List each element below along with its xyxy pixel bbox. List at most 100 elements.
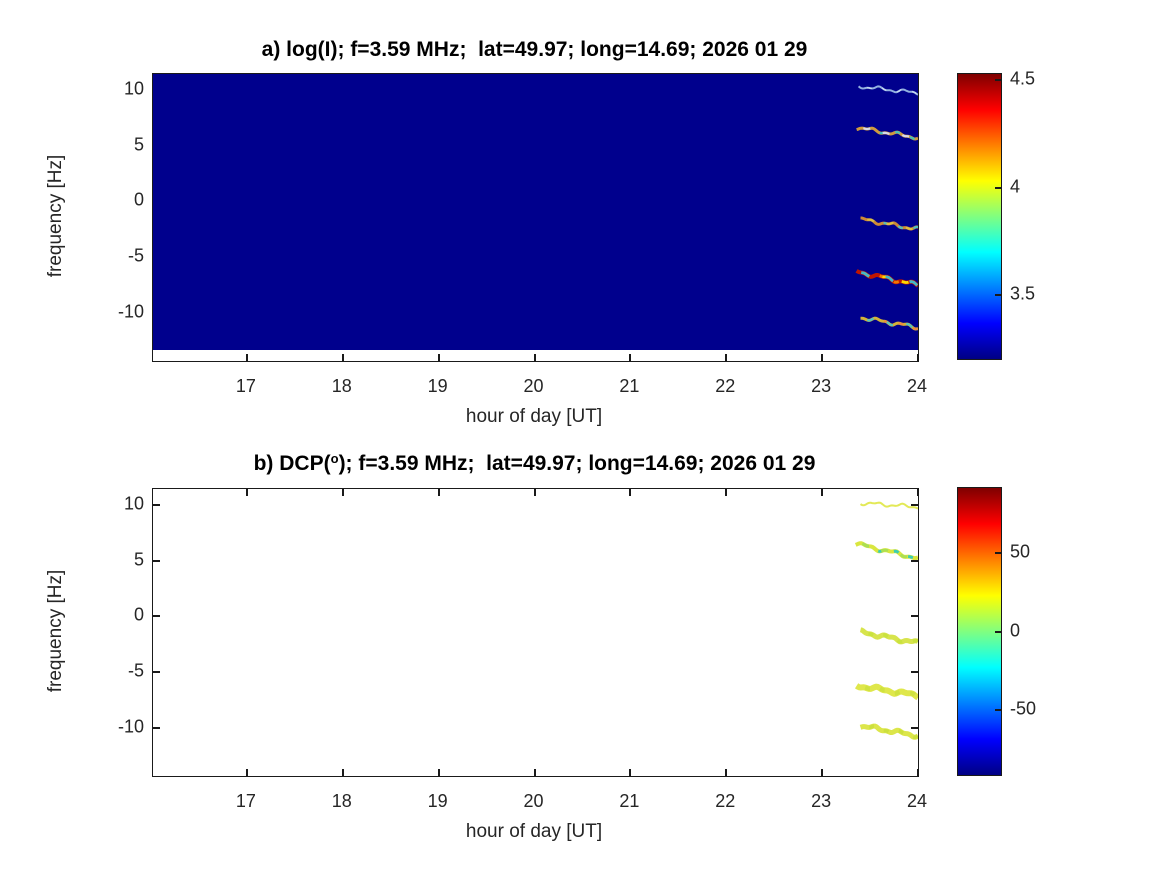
- subplot-b-ylabel: frequency [Hz]: [45, 569, 66, 693]
- echo-trace: [859, 501, 918, 510]
- colorbar-tick-mark: [995, 630, 1001, 633]
- y-tick-mark-right: [911, 727, 918, 729]
- subplot-a-colorbar: [957, 73, 1002, 360]
- x-tick-mark-top: [437, 489, 440, 496]
- subplot-b-xlabel: hour of day [UT]: [465, 821, 603, 842]
- colorbar-tick-mark: [995, 186, 1001, 189]
- subplot-b-title-text: b) DCP(: [253, 452, 331, 475]
- echo-trace: [860, 317, 918, 331]
- x-tick-mark: [533, 769, 536, 776]
- x-tick-label: 17: [235, 376, 256, 396]
- x-tick-mark-top: [245, 489, 248, 496]
- x-tick-label: 20: [523, 376, 544, 396]
- y-tick-label: -10: [117, 716, 144, 737]
- echo-trace: [859, 723, 918, 740]
- x-tick-label: 23: [811, 376, 832, 396]
- subplot-b-title-sup: o: [330, 451, 339, 467]
- subplot-a-xlabel: hour of day [UT]: [465, 406, 603, 427]
- x-tick-label: 19: [427, 791, 448, 811]
- y-tick-mark-right: [911, 503, 918, 506]
- x-tick-mark: [629, 769, 632, 776]
- echo-trace: [855, 684, 918, 700]
- y-tick-label: -10: [117, 301, 144, 322]
- subplot-a-plot-area: [152, 73, 919, 362]
- x-tick-label: 21: [619, 376, 640, 396]
- echo-traces-layer: [855, 85, 918, 331]
- x-tick-label: 24: [906, 376, 928, 396]
- spectrogram-image: [153, 74, 918, 350]
- y-tick-mark-right: [911, 671, 918, 674]
- x-tick-mark: [821, 769, 824, 776]
- subplot-a-title: a) log(I); f=3.59 MHz; lat=49.97; long=1…: [152, 38, 917, 62]
- y-tick-mark: [153, 727, 160, 729]
- x-tick-mark-top: [725, 489, 728, 496]
- echo-trace: [859, 724, 918, 739]
- colorbar-tick-label: 4.5: [1010, 68, 1036, 89]
- y-tick-mark-right: [911, 615, 918, 618]
- colorbar-tick-label: 50: [1010, 541, 1031, 562]
- colorbar-tick-mark: [995, 709, 1001, 712]
- subplot-b-colorbar: [957, 487, 1002, 776]
- y-tick-mark-right: [911, 559, 918, 562]
- y-tick-label: 10: [123, 493, 144, 514]
- x-tick-mark-top: [917, 489, 918, 496]
- x-tick-label: 22: [715, 376, 736, 396]
- colorbar-tick-mark: [995, 551, 1001, 554]
- echo-trace: [856, 127, 918, 141]
- echo-trace: [855, 541, 918, 560]
- colorbar-tick-label: 0: [1010, 620, 1021, 640]
- y-tick-label: 10: [123, 78, 144, 99]
- x-tick-mark: [725, 769, 728, 776]
- x-tick-label: 23: [811, 791, 832, 811]
- x-tick-label: 17: [235, 791, 256, 811]
- subplot-b-title-rest: ); f=3.59 MHz; lat=49.97; long=14.69; 20…: [338, 452, 816, 475]
- echo-traces-layer: [854, 501, 918, 740]
- y-tick-label: 5: [133, 549, 144, 569]
- x-tick-mark: [917, 769, 918, 776]
- echo-trace: [860, 216, 918, 231]
- x-tick-mark: [917, 354, 918, 361]
- x-tick-mark: [533, 354, 536, 361]
- colorbar-tick-mark: [995, 293, 1001, 296]
- x-tick-label: 18: [331, 791, 352, 811]
- y-tick-label: -5: [127, 245, 144, 266]
- subplot-b-title: b) DCP(o); f=3.59 MHz; lat=49.97; long=1…: [152, 451, 917, 476]
- x-tick-mark: [725, 354, 728, 361]
- x-tick-mark: [437, 769, 440, 776]
- x-tick-mark: [821, 354, 824, 361]
- y-tick-label: 0: [133, 604, 144, 625]
- x-tick-mark-top: [533, 489, 536, 496]
- x-tick-mark: [245, 354, 248, 361]
- colorbar-tick-label: 4: [1010, 176, 1021, 197]
- y-tick-mark: [153, 503, 160, 506]
- y-tick-mark: [153, 559, 160, 562]
- echo-trace: [858, 85, 918, 96]
- y-tick-mark: [153, 671, 160, 674]
- colorbar-tick-label: -50: [1010, 698, 1037, 719]
- y-tick-label: 5: [133, 134, 144, 154]
- subplot-a-title-text: a) log(I); f=3.59 MHz; lat=49.97; long=1…: [261, 38, 808, 61]
- y-tick-label: 0: [133, 189, 144, 210]
- y-tick-mark: [153, 615, 160, 618]
- x-tick-mark: [245, 769, 248, 776]
- subplot-a-ylabel: frequency [Hz]: [45, 154, 66, 278]
- echo-trace: [855, 269, 918, 288]
- x-tick-mark-top: [629, 489, 632, 496]
- colorbar-tick-mark: [995, 79, 1001, 82]
- x-tick-mark: [629, 354, 632, 361]
- x-tick-label: 21: [619, 791, 640, 811]
- x-tick-label: 18: [331, 376, 352, 396]
- x-tick-label: 20: [523, 791, 544, 811]
- x-tick-mark: [437, 354, 440, 361]
- x-tick-label: 19: [427, 376, 448, 396]
- echo-trace: [860, 628, 918, 644]
- colorbar-tick-label: 3.5: [1010, 283, 1036, 304]
- echo-trace: [859, 627, 918, 645]
- x-tick-label: 22: [715, 791, 736, 811]
- x-tick-mark: [341, 354, 344, 361]
- y-tick-label: -5: [127, 660, 144, 681]
- x-tick-label: 24: [906, 791, 928, 811]
- x-tick-mark-top: [821, 489, 824, 496]
- x-tick-mark: [341, 769, 344, 776]
